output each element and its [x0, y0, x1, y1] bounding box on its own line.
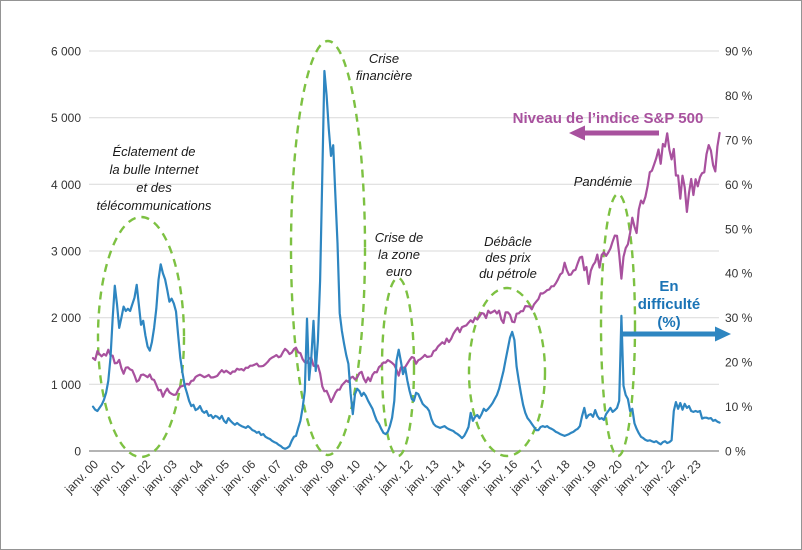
crisis-ellipse-bulle-internet: [96, 215, 186, 459]
right-arrow-icon: [621, 326, 731, 342]
left-axis-tick-label: 6 000: [51, 45, 81, 59]
distress-legend-line-3: (%): [657, 314, 680, 331]
distress-series-line: [91, 69, 721, 450]
crisis-ellipse-crise-zone-euro: [380, 276, 416, 458]
annotation-bulle-internet-line: Éclatement de: [112, 144, 195, 159]
right-axis-tick-label: 90 %: [725, 45, 753, 59]
left-axis-tick-label: 5 000: [51, 111, 81, 125]
annotations-layer: Éclatement de la bulle Internet et des télé…: [97, 51, 633, 281]
right-axis-tick-label: 80 %: [725, 89, 753, 103]
series-layer: [91, 69, 721, 450]
left-axis-tick-label: 4 000: [51, 178, 81, 192]
left-axis-tick-label: 0: [74, 445, 81, 459]
crisis-ellipse-debacle-petrole: [467, 286, 547, 458]
annotation-bulle-internet-line: la bulle Internet: [110, 162, 200, 177]
left-arrow-icon: [569, 125, 659, 141]
right-axis-tick-label: 70 %: [725, 133, 753, 147]
annotation-pandemie-line: Pandémie: [574, 174, 633, 189]
annotation-crise-financiere-line: Crise: [369, 51, 399, 66]
annotation-debacle-petrole-line: du pétrole: [479, 266, 537, 281]
annotation-bulle-internet-line: télécommunications: [97, 198, 212, 213]
sp500-legend-label: Niveau de l’indice S&P 500: [513, 110, 704, 127]
crisis-ellipse-crise-financiere: [289, 39, 367, 457]
annotation-crise-zone-euro-line: Crise de: [375, 230, 423, 245]
distress-legend-line-1: En: [659, 278, 678, 295]
crisis-ellipse-pandemie: [599, 192, 637, 458]
crisis-ellipses-layer: [96, 39, 637, 459]
legend-sp500: Niveau de l’indice S&P 500: [513, 110, 704, 141]
right-axis-tick-labels: 0 % 10 % 20 % 30 % 40 % 50 % 60 % 70 % 80 % 90 %: [725, 45, 753, 459]
right-axis-tick-label: 30 %: [725, 311, 753, 325]
right-axis-tick-label: 50 %: [725, 222, 753, 236]
sp500-series-line: [91, 131, 721, 404]
right-axis-tick-label: 40 %: [725, 267, 753, 281]
distress-legend-line-2: difficulté: [638, 296, 701, 313]
right-axis-tick-label: 60 %: [725, 178, 753, 192]
left-axis-tick-label: 3 000: [51, 245, 81, 259]
left-axis-tick-label: 2 000: [51, 311, 81, 325]
right-axis-tick-label: 10 %: [725, 400, 753, 414]
right-axis-tick-label: 20 %: [725, 356, 753, 370]
right-axis-tick-label: 0 %: [725, 445, 746, 459]
left-axis-tick-labels: 0 1 000 2 000 3 000 4 000 5 000 6 000: [51, 45, 81, 459]
legend-distress: En difficulté (%): [621, 278, 731, 342]
annotation-debacle-petrole-line: Débâcle: [484, 234, 532, 249]
left-axis-tick-label: 1 000: [51, 378, 81, 392]
annotation-debacle-petrole-line: des prix: [485, 250, 531, 265]
annotation-bulle-internet-line: et des: [136, 180, 172, 195]
annotation-crise-financiere-line: financière: [356, 68, 412, 83]
annotation-crise-zone-euro-line: euro: [386, 264, 412, 279]
annotation-crise-zone-euro-line: la zone: [378, 247, 420, 262]
